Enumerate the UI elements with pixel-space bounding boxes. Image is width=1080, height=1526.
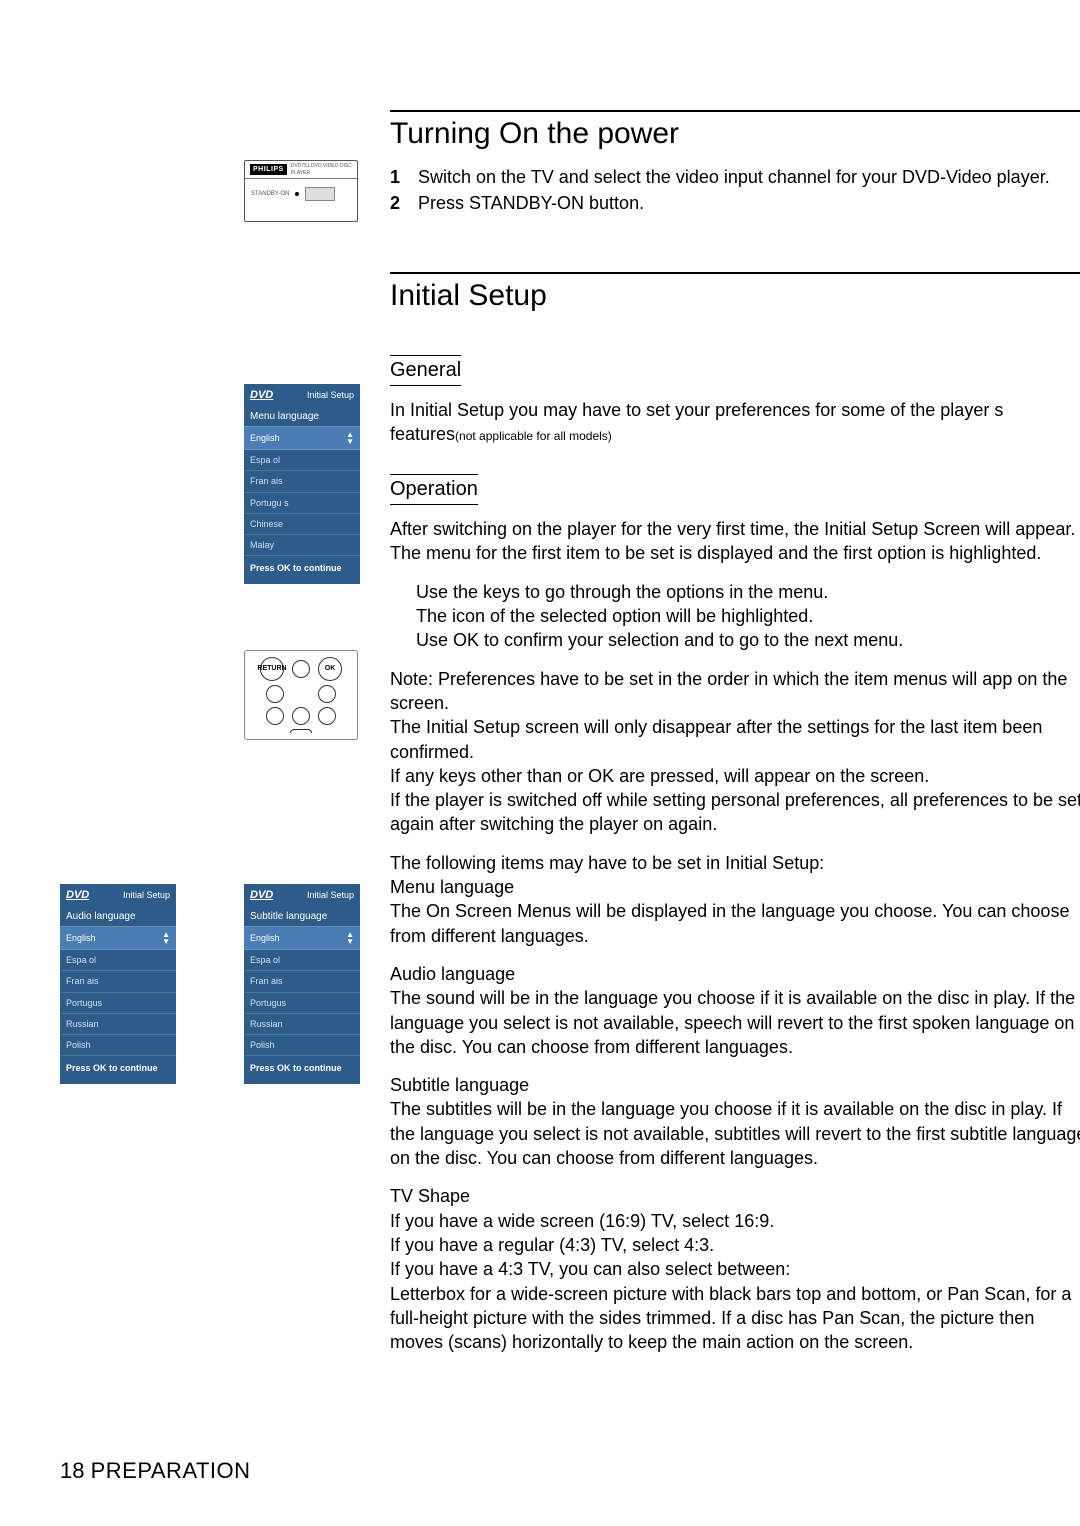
list-item: Chinese xyxy=(244,514,360,535)
panel-title: Audio language xyxy=(60,905,176,928)
follow-intro: The following items may have to be set i… xyxy=(390,851,1080,875)
general-text: In Initial Setup you may have to set you… xyxy=(390,398,1080,447)
step-text: Switch on the TV and select the video in… xyxy=(418,165,1050,189)
step-row: 1 Switch on the TV and select the video … xyxy=(390,165,1080,189)
op-bullet: Use OK to confirm your selection and to … xyxy=(390,628,1080,652)
list-item: Portugu s xyxy=(244,493,360,514)
menu-language-panel: DVD Initial Setup Menu language English▲… xyxy=(244,384,360,584)
left-button xyxy=(266,685,284,703)
updown-icon: ▲▼ xyxy=(346,931,354,945)
panel-title: Subtitle language xyxy=(244,905,360,928)
page-number: 18 xyxy=(60,1458,84,1483)
up-button xyxy=(292,660,310,678)
page-footer: 18 PREPARATION xyxy=(60,1456,251,1486)
section-title-initial-setup: Initial Setup xyxy=(390,272,1080,317)
dvd-logo: DVD xyxy=(250,388,273,403)
list-item: Fran ais xyxy=(244,971,360,992)
panel-header: Initial Setup xyxy=(123,889,170,901)
item-text: Letterbox for a wide-screen picture with… xyxy=(390,1282,1080,1355)
note-text: The Initial Setup screen will only disap… xyxy=(390,715,1080,764)
item-text: The subtitles will be in the language yo… xyxy=(390,1097,1080,1170)
op-bullet: The icon of the selected option will be … xyxy=(390,604,1080,628)
subsection-operation: Operation xyxy=(390,474,478,505)
step-text: Press STANDBY-ON button. xyxy=(418,191,644,215)
panel-footer: Press OK to continue xyxy=(244,1056,360,1074)
panel-title: Menu language xyxy=(244,405,360,428)
list-item: Malay xyxy=(244,535,360,556)
note-text: Note: Preferences have to be set in the … xyxy=(390,667,1080,716)
item-heading: TV Shape xyxy=(390,1184,1080,1208)
misc-button-2 xyxy=(318,707,336,725)
op-text: After switching on the player for the ve… xyxy=(390,517,1080,541)
dvd-logo: DVD xyxy=(66,888,89,903)
op-bullet: Use the keys to go through the options i… xyxy=(390,580,1080,604)
item-text: If you have a wide screen (16:9) TV, sel… xyxy=(390,1209,1080,1233)
updown-icon: ▲▼ xyxy=(346,431,354,445)
item-heading: Menu language xyxy=(390,875,1080,899)
ok-button: OK xyxy=(318,657,342,681)
led-icon xyxy=(295,192,299,196)
footer-label: PREPARATION xyxy=(91,1458,251,1483)
subtitle-language-panel: DVD Initial Setup Subtitle language Engl… xyxy=(244,884,360,1084)
device-illustration: PHILIPS DVD751 DVD VIDEO DISC PLAYER STA… xyxy=(244,160,358,222)
note-text: If any keys other than or OK are pressed… xyxy=(390,764,1080,788)
panel-footer: Press OK to continue xyxy=(60,1056,176,1074)
subsection-general: General xyxy=(390,355,461,386)
op-text: The menu for the first item to be set is… xyxy=(390,541,1080,565)
step-number: 2 xyxy=(390,191,408,215)
misc-button xyxy=(266,707,284,725)
item-heading: Subtitle language xyxy=(390,1073,1080,1097)
step-row: 2 Press STANDBY-ON button. xyxy=(390,191,1080,215)
remote-illustration: RETURN OK xyxy=(244,650,358,740)
disc-tray xyxy=(305,187,335,201)
down-button xyxy=(292,707,310,725)
list-item: Espa ol xyxy=(60,950,176,971)
list-item: Russian xyxy=(60,1014,176,1035)
device-brand: PHILIPS xyxy=(250,164,287,175)
list-item: Portugus xyxy=(244,993,360,1014)
list-item: English▲▼ xyxy=(244,427,360,450)
item-text: If you have a 4:3 TV, you can also selec… xyxy=(390,1257,1080,1281)
panel-footer: Press OK to continue xyxy=(244,556,360,574)
item-heading: Audio language xyxy=(390,962,1080,986)
panel-header: Initial Setup xyxy=(307,389,354,401)
list-item: Espa ol xyxy=(244,450,360,471)
device-model: DVD751 DVD VIDEO DISC PLAYER xyxy=(291,163,352,177)
updown-icon: ▲▼ xyxy=(162,931,170,945)
item-text: The sound will be in the language you ch… xyxy=(390,986,1080,1059)
note-text: If the player is switched off while sett… xyxy=(390,788,1080,837)
right-button xyxy=(318,685,336,703)
list-item: Espa ol xyxy=(244,950,360,971)
list-item: Fran ais xyxy=(60,971,176,992)
audio-language-panel: DVD Initial Setup Audio language English… xyxy=(60,884,176,1084)
step-number: 1 xyxy=(390,165,408,189)
list-item: Polish xyxy=(60,1035,176,1056)
half-circle-icon xyxy=(290,729,312,733)
section-title-power: Turning On the power xyxy=(390,110,1080,155)
list-item: English▲▼ xyxy=(60,927,176,950)
standby-label: STANDBY-ON xyxy=(251,190,289,198)
panel-header: Initial Setup xyxy=(307,889,354,901)
list-item: Russian xyxy=(244,1014,360,1035)
dvd-logo: DVD xyxy=(250,888,273,903)
list-item: Portugus xyxy=(60,993,176,1014)
return-button: RETURN xyxy=(260,657,284,681)
item-text: The On Screen Menus will be displayed in… xyxy=(390,899,1080,948)
list-item: English▲▼ xyxy=(244,927,360,950)
list-item: Polish xyxy=(244,1035,360,1056)
item-text: If you have a regular (4:3) TV, select 4… xyxy=(390,1233,1080,1257)
list-item: Fran ais xyxy=(244,471,360,492)
